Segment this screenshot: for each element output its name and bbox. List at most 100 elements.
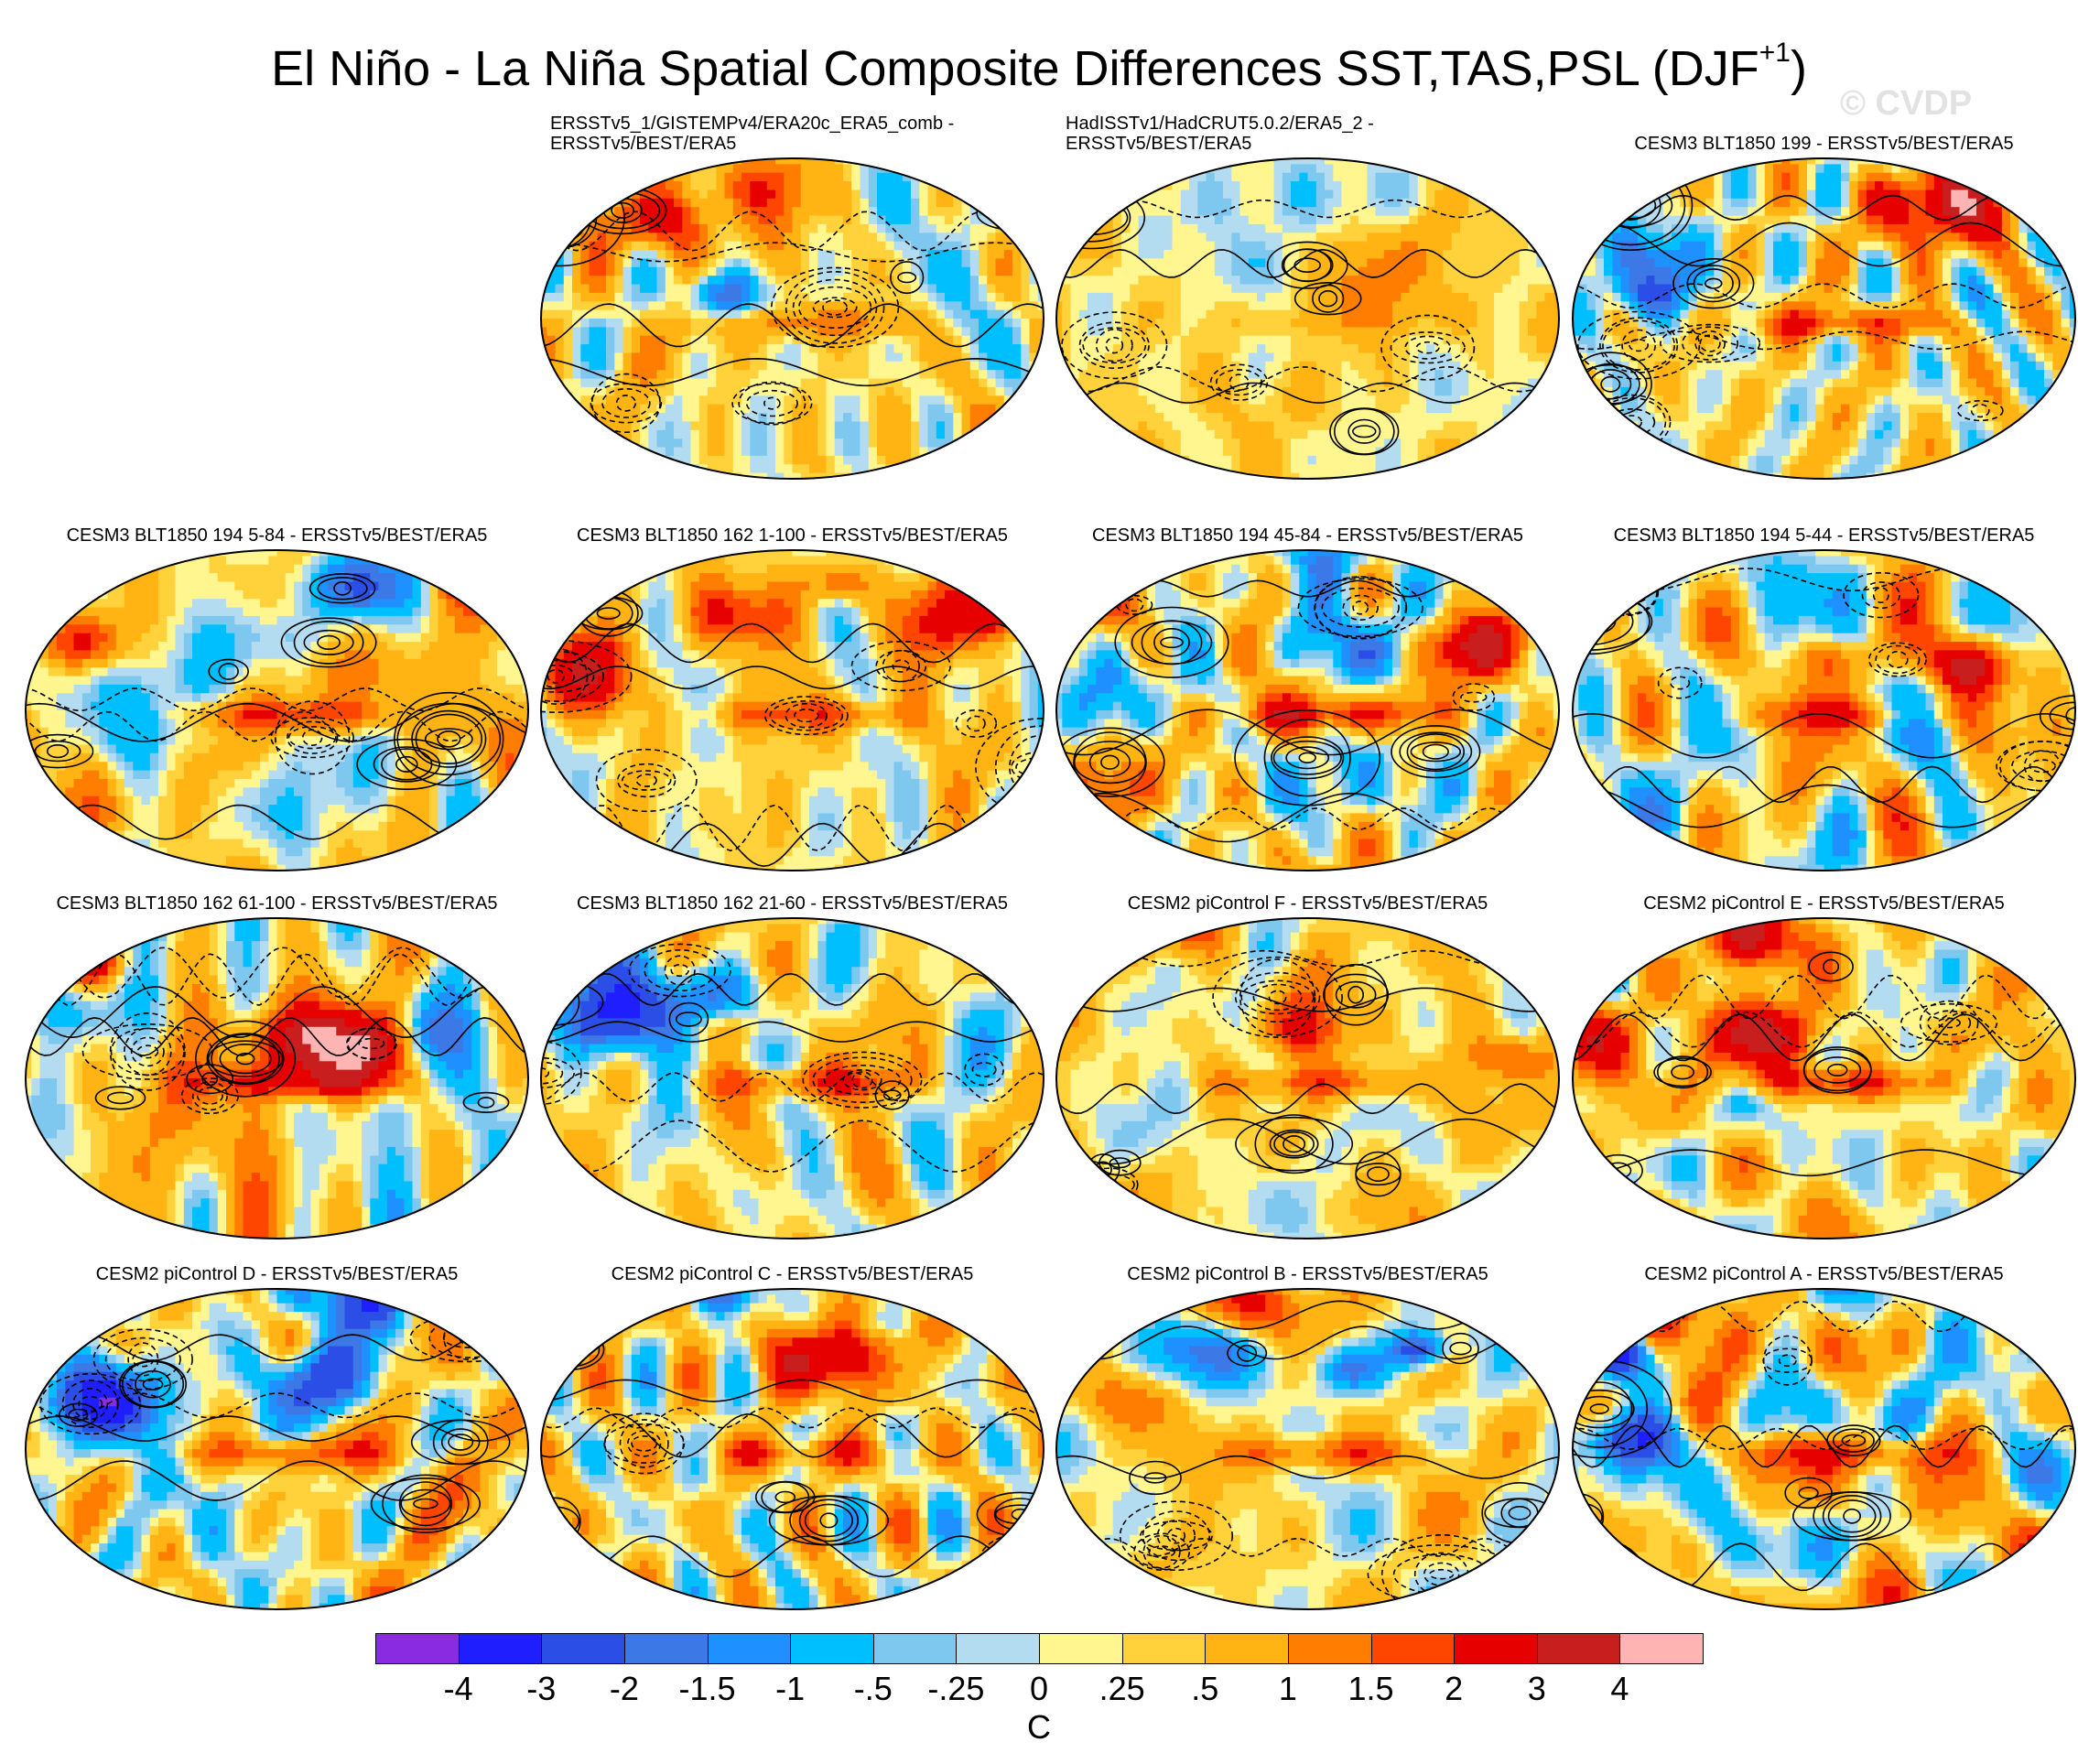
psl-contour <box>1784 1477 1833 1510</box>
psl-contour <box>1792 1491 1912 1542</box>
psl-contour <box>26 1334 528 1362</box>
psl-contour <box>1422 743 1449 760</box>
psl-contour <box>541 1535 1044 1578</box>
psl-contour <box>616 763 676 798</box>
psl-contour <box>1073 731 1147 794</box>
psl-contour <box>1321 587 1400 628</box>
colorbar-tick-label: 1.5 <box>1347 1670 1393 1708</box>
psl-contour <box>1056 807 1559 830</box>
psl-contour <box>1142 1510 1211 1562</box>
psl-contour <box>541 1379 1044 1402</box>
psl-contour <box>1105 337 1124 354</box>
colorbar-tick-label: 0 <box>1030 1670 1048 1708</box>
psl-contour <box>1312 284 1345 313</box>
psl-contour <box>218 663 239 680</box>
figure-title: El Niño - La Niña Spatial Composite Diff… <box>0 26 2078 96</box>
psl-contour <box>1629 339 1650 352</box>
colorbar-box <box>1454 1633 1537 1664</box>
map-border <box>540 157 1044 480</box>
colorbar-tick-label: .5 <box>1191 1670 1218 1708</box>
psl-contour <box>1329 407 1400 456</box>
psl-contour <box>804 1503 854 1538</box>
psl-contour <box>1672 257 1755 309</box>
psl-contour <box>26 710 528 742</box>
psl-contour <box>1621 329 1657 362</box>
psl-contour <box>1272 740 1342 775</box>
psl-contour <box>1670 676 1691 690</box>
psl-contour <box>1263 719 1351 797</box>
psl-contour <box>1699 334 1721 352</box>
map-panel: CESM2 piControl C - ERSSTv5/BEST/ERA5 <box>534 1240 1051 1616</box>
psl-contour <box>541 665 576 688</box>
psl-contour <box>1266 241 1348 289</box>
map-border <box>1572 549 2076 871</box>
psl-contour <box>774 1490 796 1504</box>
psl-contour <box>628 943 731 998</box>
psl-contour <box>81 1023 213 1080</box>
psl-contour <box>394 691 504 786</box>
world-map <box>1055 917 1560 1239</box>
psl-contour <box>1031 758 1044 776</box>
psl-contour <box>1887 650 1909 669</box>
psl-contour <box>1100 754 1120 770</box>
psl-contour <box>477 1097 495 1109</box>
psl-contour <box>1802 1048 1872 1092</box>
psl-contour <box>287 720 339 754</box>
psl-contour <box>621 770 672 791</box>
psl-contour <box>1129 1460 1182 1496</box>
psl-contour <box>1347 985 1365 1004</box>
map-border <box>1572 917 2076 1239</box>
psl-contour <box>1355 1151 1402 1197</box>
psl-contour <box>1367 1166 1390 1182</box>
psl-contour <box>462 1091 510 1113</box>
psl-contour <box>1061 311 1168 380</box>
psl-contour <box>142 1378 164 1391</box>
psl-contour <box>333 580 352 596</box>
psl-contour <box>1442 1332 1479 1365</box>
psl-contour <box>381 748 433 781</box>
colorbar-tick-label: -.25 <box>927 1670 984 1708</box>
psl-contour <box>1234 709 1381 806</box>
colorbar-box <box>1205 1633 1288 1664</box>
psl-contour <box>26 986 528 1039</box>
psl-contour <box>1080 1167 1139 1203</box>
colorbar-tick-label: 1 <box>1279 1670 1297 1708</box>
world-map <box>1055 157 1560 480</box>
psl-contour <box>793 709 819 723</box>
psl-contour <box>1682 326 1739 361</box>
psl-contour <box>1095 329 1133 363</box>
world-map <box>1055 549 1560 871</box>
panel-title: CESM2 piControl B - ERSSTv5/BEST/ERA5 <box>1031 1264 1585 1284</box>
colorbar-box <box>375 1633 459 1664</box>
psl-contour <box>61 1380 119 1429</box>
world-map <box>1572 549 2076 871</box>
psl-contour <box>1573 939 1614 980</box>
psl-contour <box>1657 666 1703 699</box>
psl-contour <box>557 1342 579 1357</box>
psl-contour <box>26 702 528 742</box>
panel-title: CESM2 piControl D - ERSSTv5/BEST/ERA5 <box>0 1264 554 1284</box>
psl-contour <box>1798 1487 1819 1499</box>
world-map <box>25 549 529 871</box>
psl-contour <box>541 242 1044 263</box>
psl-contour <box>1573 330 2075 351</box>
psl-contour <box>1573 947 1603 973</box>
psl-contour <box>1000 206 1023 220</box>
psl-contour <box>1119 1500 1233 1572</box>
psl-contour <box>1827 1499 1877 1533</box>
psl-contour <box>1657 1055 1709 1089</box>
psl-contour <box>400 1488 451 1519</box>
psl-contour <box>1594 568 1658 615</box>
map-border <box>25 917 529 1239</box>
psl-contour <box>771 266 900 349</box>
psl-contour <box>596 607 621 620</box>
colorbar-unit-label: C <box>1027 1708 1051 1747</box>
psl-contour <box>34 740 81 763</box>
psl-contour <box>763 396 781 410</box>
map-panel: CESM3 BLT1850 194 45-84 - ERSSTv5/BEST/E… <box>1049 502 1566 877</box>
psl-contour <box>541 211 1044 252</box>
psl-contour <box>410 1419 511 1466</box>
psl-contour <box>1314 576 1407 640</box>
map-border <box>1572 157 2076 480</box>
world-map <box>1572 1288 2076 1610</box>
